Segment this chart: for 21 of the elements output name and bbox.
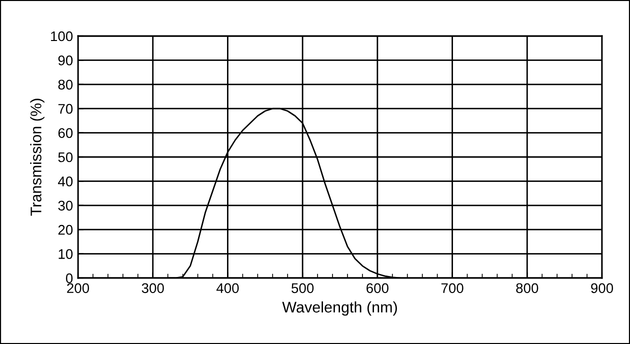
x-tick-label: 400 xyxy=(216,283,239,294)
x-tick-label: 300 xyxy=(142,283,164,294)
y-tick-label: 40 xyxy=(58,176,73,186)
y-tick-label: 30 xyxy=(58,200,73,211)
x-tick-label: 700 xyxy=(441,283,464,294)
y-tick-label: 100 xyxy=(51,31,73,42)
x-tick-label: 600 xyxy=(366,283,388,294)
y-tick-label: 20 xyxy=(58,224,73,235)
y-tick-label: 80 xyxy=(58,80,73,90)
x-tick-label: 900 xyxy=(591,283,614,294)
x-axis-title: Wavelength (nm) xyxy=(282,301,397,316)
y-axis-title: Transmission (%) xyxy=(30,98,44,216)
x-tick-label: 800 xyxy=(516,283,538,294)
y-tick-label: 70 xyxy=(58,104,73,114)
y-tick-label: 10 xyxy=(58,249,73,259)
y-tick-label: 90 xyxy=(58,56,73,66)
x-tick-label: 500 xyxy=(292,283,314,294)
y-tick-label: 0 xyxy=(66,273,73,284)
y-tick-label: 60 xyxy=(58,128,73,138)
x-tick-label: 200 xyxy=(67,283,90,294)
y-tick-label: 50 xyxy=(58,152,73,162)
